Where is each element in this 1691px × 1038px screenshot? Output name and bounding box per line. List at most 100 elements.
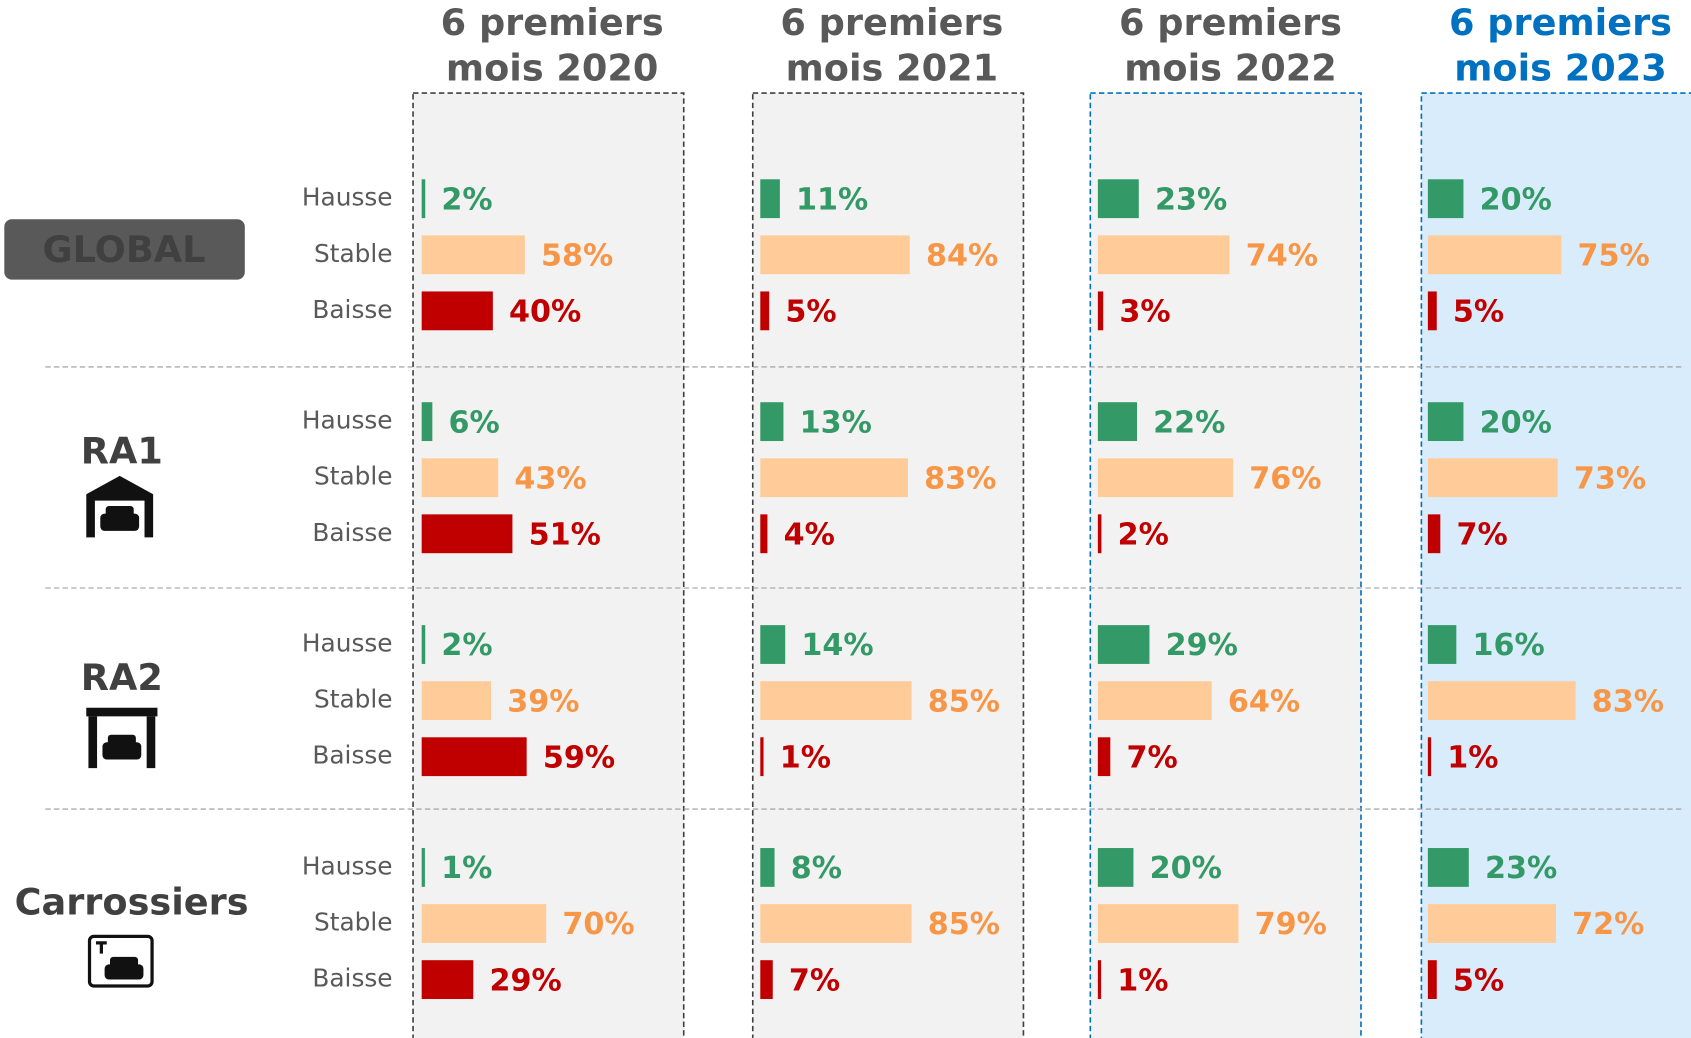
value-label: 23%	[1155, 182, 1227, 217]
bar	[760, 681, 912, 721]
value-label: 76%	[1249, 461, 1321, 496]
bar	[760, 904, 912, 943]
value-label: 2%	[1118, 517, 1169, 552]
value-label: 1%	[780, 740, 831, 775]
bar	[421, 904, 547, 943]
category-label: Baisse	[312, 964, 392, 993]
value-label: 7%	[1126, 740, 1177, 775]
value-label: 1%	[441, 851, 492, 886]
value-label: 75%	[1577, 238, 1649, 273]
bar	[1427, 960, 1437, 1000]
panel	[751, 92, 1025, 1038]
bar	[760, 848, 775, 887]
bar	[1427, 291, 1437, 331]
value-label: 1%	[1447, 740, 1498, 775]
value-label: 14%	[801, 628, 873, 663]
value-label: 64%	[1228, 684, 1300, 719]
value-label: 20%	[1150, 851, 1222, 886]
bar	[760, 235, 910, 275]
value-label: 59%	[543, 740, 615, 775]
bar	[760, 458, 908, 498]
bar	[421, 291, 493, 331]
value-label: 70%	[562, 907, 634, 942]
value-label: 11%	[796, 182, 868, 217]
bar	[1097, 291, 1104, 331]
value-label: 51%	[529, 517, 601, 552]
value-label: 1%	[1117, 963, 1168, 998]
value-label: 7%	[1456, 517, 1507, 552]
category-label: Hausse	[302, 851, 393, 880]
bar	[1427, 235, 1562, 275]
value-label: 20%	[1480, 405, 1552, 440]
value-label: 85%	[928, 907, 1000, 942]
garage-icon	[86, 475, 154, 538]
group-label: RA2	[81, 656, 163, 699]
value-label: 5%	[1453, 963, 1504, 998]
value-label: 84%	[926, 238, 998, 273]
bar	[1427, 848, 1469, 887]
value-label: 20%	[1480, 182, 1552, 217]
bar	[421, 681, 492, 721]
value-label: 13%	[800, 405, 872, 440]
bar	[760, 625, 786, 664]
bar	[1097, 904, 1239, 943]
value-label: 6%	[449, 405, 500, 440]
value-label: 29%	[1166, 628, 1238, 663]
bar	[421, 514, 513, 554]
bar	[1097, 848, 1134, 887]
category-label: Stable	[314, 908, 393, 937]
value-label: 3%	[1119, 295, 1170, 330]
value-label: 40%	[509, 295, 581, 330]
value-label: 16%	[1473, 628, 1545, 663]
bar	[1427, 625, 1457, 664]
value-label: 22%	[1153, 405, 1225, 440]
bar	[421, 235, 525, 275]
value-label: 8%	[791, 851, 842, 886]
group-label: RA1	[81, 430, 163, 473]
bar	[1427, 458, 1558, 498]
bar	[1427, 514, 1441, 554]
panel	[412, 92, 685, 1038]
category-label: Baisse	[312, 295, 392, 324]
bar	[1427, 402, 1464, 442]
value-label: 83%	[924, 461, 996, 496]
value-label: 2%	[441, 182, 492, 217]
column-header: 6 premiers mois 2022	[1119, 0, 1342, 88]
bar	[1097, 402, 1138, 442]
column-header: 6 premiers mois 2021	[780, 0, 1003, 88]
bar	[421, 625, 426, 664]
bar	[1427, 179, 1464, 219]
value-label: 7%	[789, 963, 840, 998]
value-label: 85%	[928, 684, 1000, 719]
bar	[1097, 179, 1139, 219]
bodyshop-icon	[87, 934, 154, 988]
category-label: Stable	[314, 239, 393, 268]
category-label: Baisse	[312, 741, 392, 770]
panel	[1420, 92, 1691, 1038]
bar	[760, 960, 773, 1000]
bar	[1097, 625, 1150, 664]
bar	[1427, 904, 1556, 943]
category-label: Hausse	[302, 406, 393, 435]
bar	[421, 848, 425, 887]
bar	[760, 402, 784, 442]
value-label: 72%	[1572, 907, 1644, 942]
value-label: 74%	[1246, 238, 1318, 273]
category-label: Stable	[314, 685, 393, 714]
bar	[421, 737, 527, 777]
value-label: 43%	[514, 461, 586, 496]
category-label: Hausse	[302, 629, 393, 658]
value-label: 5%	[785, 295, 836, 330]
value-label: 23%	[1485, 851, 1557, 886]
value-label: 5%	[1453, 295, 1504, 330]
column-header: 6 premiers mois 2023	[1449, 0, 1672, 88]
bar	[1097, 960, 1102, 1000]
bar	[1427, 681, 1576, 721]
value-label: 73%	[1574, 461, 1646, 496]
column-header: 6 premiers mois 2020	[441, 0, 664, 88]
panels	[4, 92, 1691, 1038]
group-badge	[4, 219, 245, 280]
value-label: 79%	[1255, 907, 1327, 942]
group-label: GLOBAL	[43, 228, 206, 271]
